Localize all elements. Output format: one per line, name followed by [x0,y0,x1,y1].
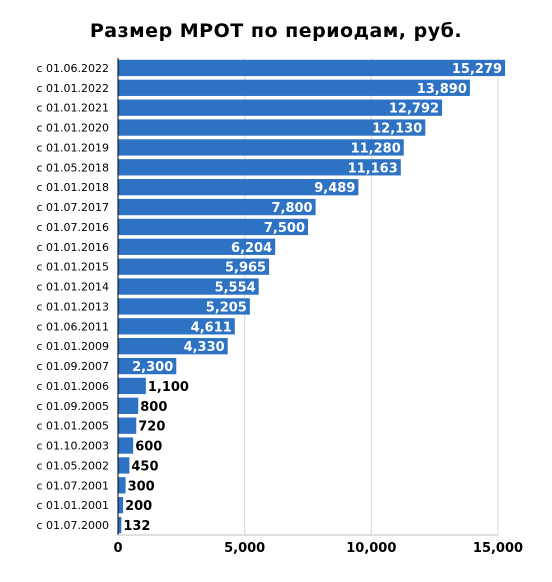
data-label: 5,965 [225,261,266,276]
category-label: с 01.10.2003 [36,440,109,453]
category-label: с 01.01.2006 [36,380,109,393]
data-label: 450 [131,459,158,474]
x-tick-label: 15,000 [473,541,523,556]
chart-title: Размер МРОТ по периодам, руб. [89,20,463,42]
grid-lines [244,58,499,535]
category-label: с 01.01.2019 [36,141,109,154]
bar [118,457,130,474]
data-label: 11,163 [348,161,398,176]
category-label: с 01.07.2017 [36,201,109,214]
data-label: 5,554 [215,281,256,296]
bar [118,338,228,355]
category-label: с 01.01.2014 [36,281,109,294]
data-label: 6,204 [231,241,272,256]
data-label: 4,611 [191,320,232,335]
bar [118,298,250,315]
data-label: 9,489 [314,181,355,196]
category-label: с 01.05.2002 [36,459,109,472]
category-label: с 01.09.2005 [36,400,109,413]
bar [118,437,134,454]
bar [118,497,124,514]
bar [118,516,122,534]
data-label: 7,800 [271,201,312,216]
category-label: с 01.06.2011 [36,320,109,333]
category-label: с 01.01.2022 [36,82,109,95]
category-label: с 01.01.2009 [36,340,109,353]
data-label: 600 [135,440,162,455]
bar [118,79,470,96]
data-label: 1,100 [148,380,189,395]
bar [118,159,401,176]
data-label: 4,330 [184,340,225,355]
category-label: с 01.01.2016 [36,241,109,254]
category-label: с 01.09.2007 [36,360,109,373]
bar [118,238,276,255]
bar [118,119,426,136]
bar [118,198,316,216]
data-label: 132 [123,519,150,534]
category-label: с 01.01.2001 [36,499,109,512]
x-tick-label: 10,000 [346,541,396,556]
bar [118,179,359,196]
data-label: 5,205 [206,300,247,315]
category-label: с 01.07.2001 [36,479,109,492]
bar [118,139,404,156]
category-label: с 01.01.2018 [36,181,109,194]
data-label: 15,279 [452,62,502,77]
data-label: 720 [138,420,165,435]
category-label: с 01.07.2000 [36,519,109,532]
bar [118,278,259,295]
category-label: с 01.07.2016 [36,221,109,234]
bar [118,357,177,375]
x-tick-label: 0 [113,541,122,556]
bar [118,99,443,116]
data-label: 200 [125,499,152,514]
bar [118,59,506,77]
bar [118,258,270,275]
bar [118,218,308,236]
bar [118,377,146,395]
bar [118,397,139,414]
category-label: с 01.01.2020 [36,122,109,135]
data-label: 800 [140,400,167,415]
category-label: с 01.01.2015 [36,261,109,274]
category-label: с 01.06.2022 [36,62,109,75]
data-label: 2,300 [132,360,173,375]
bar [118,318,235,335]
data-label: 7,500 [264,221,305,236]
bars [118,59,506,534]
axes [117,58,498,536]
data-label: 300 [128,479,155,494]
data-label: 11,280 [351,141,401,156]
category-label: с 01.05.2018 [36,161,109,174]
data-label: 12,792 [389,102,439,117]
x-tick-label: 5,000 [224,541,265,556]
bar [118,417,137,434]
data-label: 13,890 [417,82,467,97]
bar [118,477,126,494]
data-label: 12,130 [372,122,422,137]
category-label: с 01.01.2021 [36,102,109,115]
category-label: с 01.01.2013 [36,300,109,313]
category-label: с 01.01.2005 [36,420,109,433]
labels: 0 5,000 10,000 15,000 с 01.06.2022 15,279 с 01… [36,62,523,556]
